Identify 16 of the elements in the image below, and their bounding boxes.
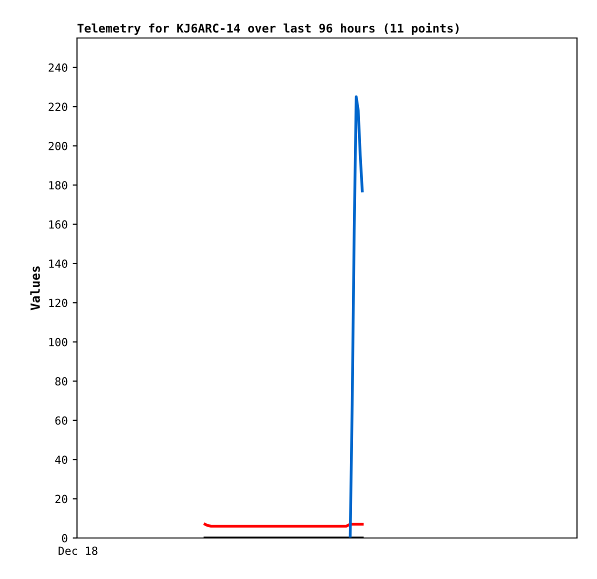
y-tick-label: 100 [49,338,68,346]
y-tick-label: 180 [49,181,68,190]
y-tick-label: 240 [48,63,68,72]
y-tick-label: 120 [49,298,68,308]
x-tick-label: Dec 18 [58,546,98,555]
y-tick-label: 220 [48,102,68,112]
y-axis-title: Values [30,266,40,310]
y-tick-label: 200 [48,142,68,150]
y-tick-label: 0 [62,534,68,542]
y-tick-label: 40 [55,456,68,464]
y-tick-label: 140 [49,259,68,268]
y-tick-label: 160 [49,220,68,229]
y-tick-label: 80 [55,377,68,386]
y-tick-label: 20 [55,494,68,504]
chart-title: Telemetry for KJ6ARC-14 over last 96 hours (11 points) [78,22,459,35]
y-tick-label: 60 [55,416,68,425]
